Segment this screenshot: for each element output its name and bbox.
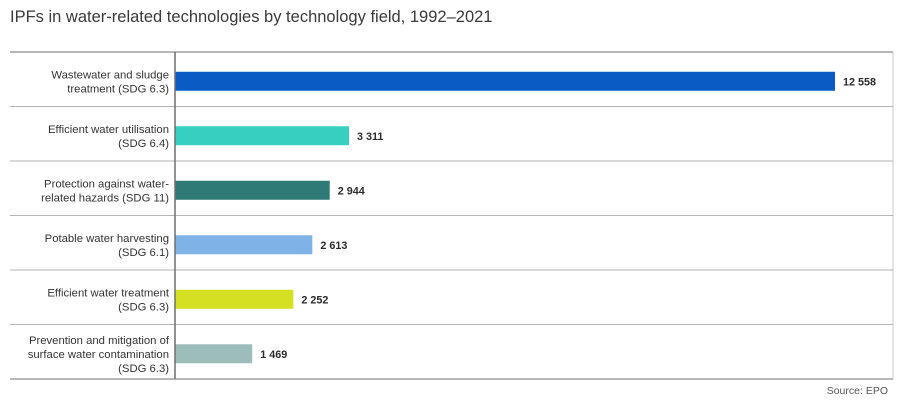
category-label: Wastewater and sludge — [51, 69, 169, 81]
chart-title: IPFs in water-related technologies by te… — [10, 8, 493, 26]
bar — [175, 71, 835, 91]
category-label: treatment (SDG 6.3) — [67, 83, 169, 95]
value-label: 2 613 — [320, 240, 347, 252]
bar — [175, 344, 253, 364]
category-label: Efficient water treatment — [47, 287, 169, 299]
category-label: (SDG 6.3) — [118, 363, 169, 375]
value-label: 1 469 — [260, 349, 287, 361]
category-label: (SDG 6.3) — [118, 301, 169, 313]
value-label: 2 944 — [338, 185, 365, 197]
category-label: Prevention and mitigation of — [29, 335, 170, 347]
category-label: (SDG 6.4) — [118, 138, 169, 150]
value-label: 12 558 — [843, 76, 876, 88]
bar — [175, 180, 330, 200]
bar — [175, 126, 350, 146]
category-label: Protection against water- — [44, 178, 169, 190]
category-label: surface water contamination — [28, 349, 169, 361]
category-label: Potable water harvesting — [45, 233, 169, 245]
value-label: 3 311 — [357, 131, 383, 143]
category-label: Efficient water utilisation — [48, 124, 169, 136]
bar — [175, 289, 294, 309]
category-label: (SDG 6.1) — [118, 247, 169, 259]
category-label: related hazards (SDG 11) — [41, 192, 169, 204]
value-label: 2 252 — [301, 294, 328, 306]
source-note: Source: EPO — [826, 385, 888, 397]
bar — [175, 235, 313, 255]
